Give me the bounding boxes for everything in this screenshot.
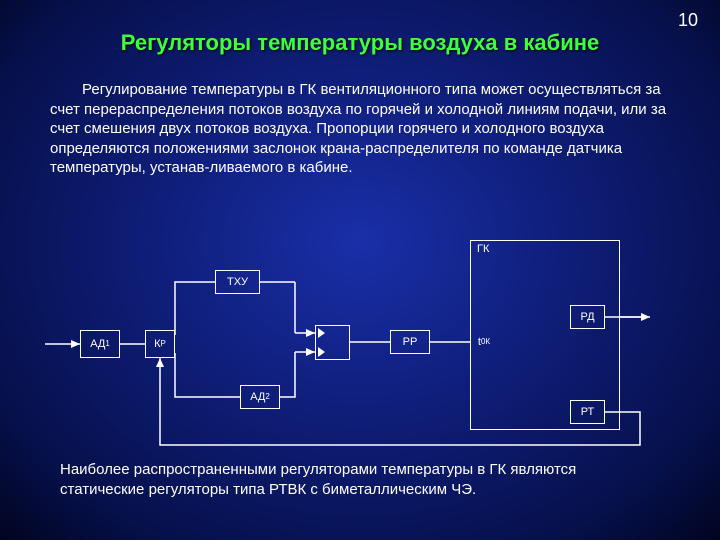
- block-mix: [315, 325, 350, 360]
- paragraph-top: Регулирование температуры в ГК вентиляци…: [50, 80, 680, 178]
- page-title: Регуляторы температуры воздуха в кабине: [0, 30, 720, 56]
- block-tk: t0К: [470, 330, 498, 354]
- block-txu: ТХУ: [215, 270, 260, 294]
- page-number: 10: [678, 10, 698, 31]
- block-kp: КР: [145, 330, 175, 358]
- block-ad1: АД1: [80, 330, 120, 358]
- block-rt: РТ: [570, 400, 605, 424]
- paragraph-bottom: Наиболее распространенными регуляторами …: [60, 460, 660, 499]
- block-diagram: АД1КРТХУАД2РРГКt0КРДРТ: [40, 230, 670, 450]
- block-rr: РР: [390, 330, 430, 354]
- block-rd: РД: [570, 305, 605, 329]
- block-ad2: АД2: [240, 385, 280, 409]
